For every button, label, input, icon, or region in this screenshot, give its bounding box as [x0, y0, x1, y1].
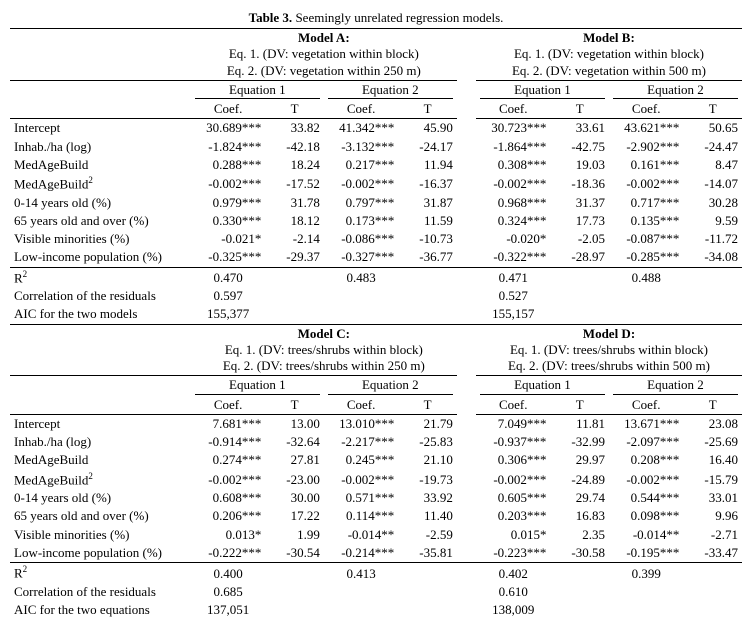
col-sub-row: Coef.T Coef.T Coef.T Coef.T — [10, 396, 742, 415]
model-left-head: Model A: Eq. 1. (DV: vegetation within b… — [191, 29, 457, 80]
data-row: MedAgeBuild 0.274***27.81 0.245***21.10 … — [10, 451, 742, 469]
model-heading-row: Model C: Eq. 1. (DV: trees/shrubs within… — [10, 325, 742, 376]
summary-row-r2: R2 0.470 0.483 0.471 0.488 — [10, 267, 742, 287]
data-row: MedAgeBuild 0.288***18.24 0.217***11.94 … — [10, 156, 742, 174]
data-row: 65 years old and over (%) 0.206***17.22 … — [10, 507, 742, 525]
panel-0: Model A: Eq. 1. (DV: vegetation within b… — [10, 28, 742, 324]
data-row: 0-14 years old (%) 0.608***30.00 0.571**… — [10, 489, 742, 507]
summary-row-aic: AIC for the two equations 137,051 138,00… — [10, 601, 742, 619]
data-row: 65 years old and over (%) 0.330***18.12 … — [10, 212, 742, 230]
col-sub-row: Coef.T Coef.T Coef.T Coef.T — [10, 100, 742, 119]
panel-table: Model A: Eq. 1. (DV: vegetation within b… — [10, 29, 742, 324]
eq-header-row: Equation 1 Equation 2 Equation 1 Equatio… — [10, 376, 742, 396]
data-row: Inhab./ha (log) -0.914***-32.64 -2.217**… — [10, 433, 742, 451]
table-title: Table 3. Seemingly unrelated regression … — [10, 10, 742, 26]
panel-table: Model C: Eq. 1. (DV: trees/shrubs within… — [10, 325, 742, 620]
table-container: Table 3. Seemingly unrelated regression … — [10, 10, 742, 619]
data-row: MedAgeBuild2 -0.002***-23.00 -0.002***-1… — [10, 470, 742, 490]
summary-row-corr: Correlation of the residuals 0.597 0.527 — [10, 287, 742, 305]
model-right-head: Model D: Eq. 1. (DV: trees/shrubs within… — [476, 325, 742, 376]
title-rest: Seemingly unrelated regression models. — [292, 10, 503, 25]
title-strong: Table 3. — [249, 10, 293, 25]
model-heading-row: Model A: Eq. 1. (DV: vegetation within b… — [10, 29, 742, 80]
model-right-head: Model B: Eq. 1. (DV: vegetation within b… — [476, 29, 742, 80]
data-row: Visible minorities (%) -0.021*-2.14 -0.0… — [10, 230, 742, 248]
data-row: Low-income population (%) -0.222***-30.5… — [10, 544, 742, 563]
model-left-head: Model C: Eq. 1. (DV: trees/shrubs within… — [191, 325, 457, 376]
data-row: Inhab./ha (log) -1.824***-42.18 -3.132**… — [10, 138, 742, 156]
summary-row-aic: AIC for the two models 155,377 155,157 — [10, 305, 742, 323]
data-row: Low-income population (%) -0.325***-29.3… — [10, 248, 742, 267]
data-row: MedAgeBuild2 -0.002***-17.52 -0.002***-1… — [10, 174, 742, 194]
data-row: 0-14 years old (%) 0.979***31.78 0.797**… — [10, 194, 742, 212]
eq-header-row: Equation 1 Equation 2 Equation 1 Equatio… — [10, 80, 742, 100]
data-row: Visible minorities (%) 0.013*1.99 -0.014… — [10, 526, 742, 544]
panel-1: Model C: Eq. 1. (DV: trees/shrubs within… — [10, 324, 742, 620]
data-row: Intercept 7.681***13.00 13.010***21.79 7… — [10, 414, 742, 433]
summary-row-corr: Correlation of the residuals 0.685 0.610 — [10, 583, 742, 601]
summary-row-r2: R2 0.400 0.413 0.402 0.399 — [10, 563, 742, 583]
data-row: Intercept 30.689***33.82 41.342***45.90 … — [10, 119, 742, 138]
